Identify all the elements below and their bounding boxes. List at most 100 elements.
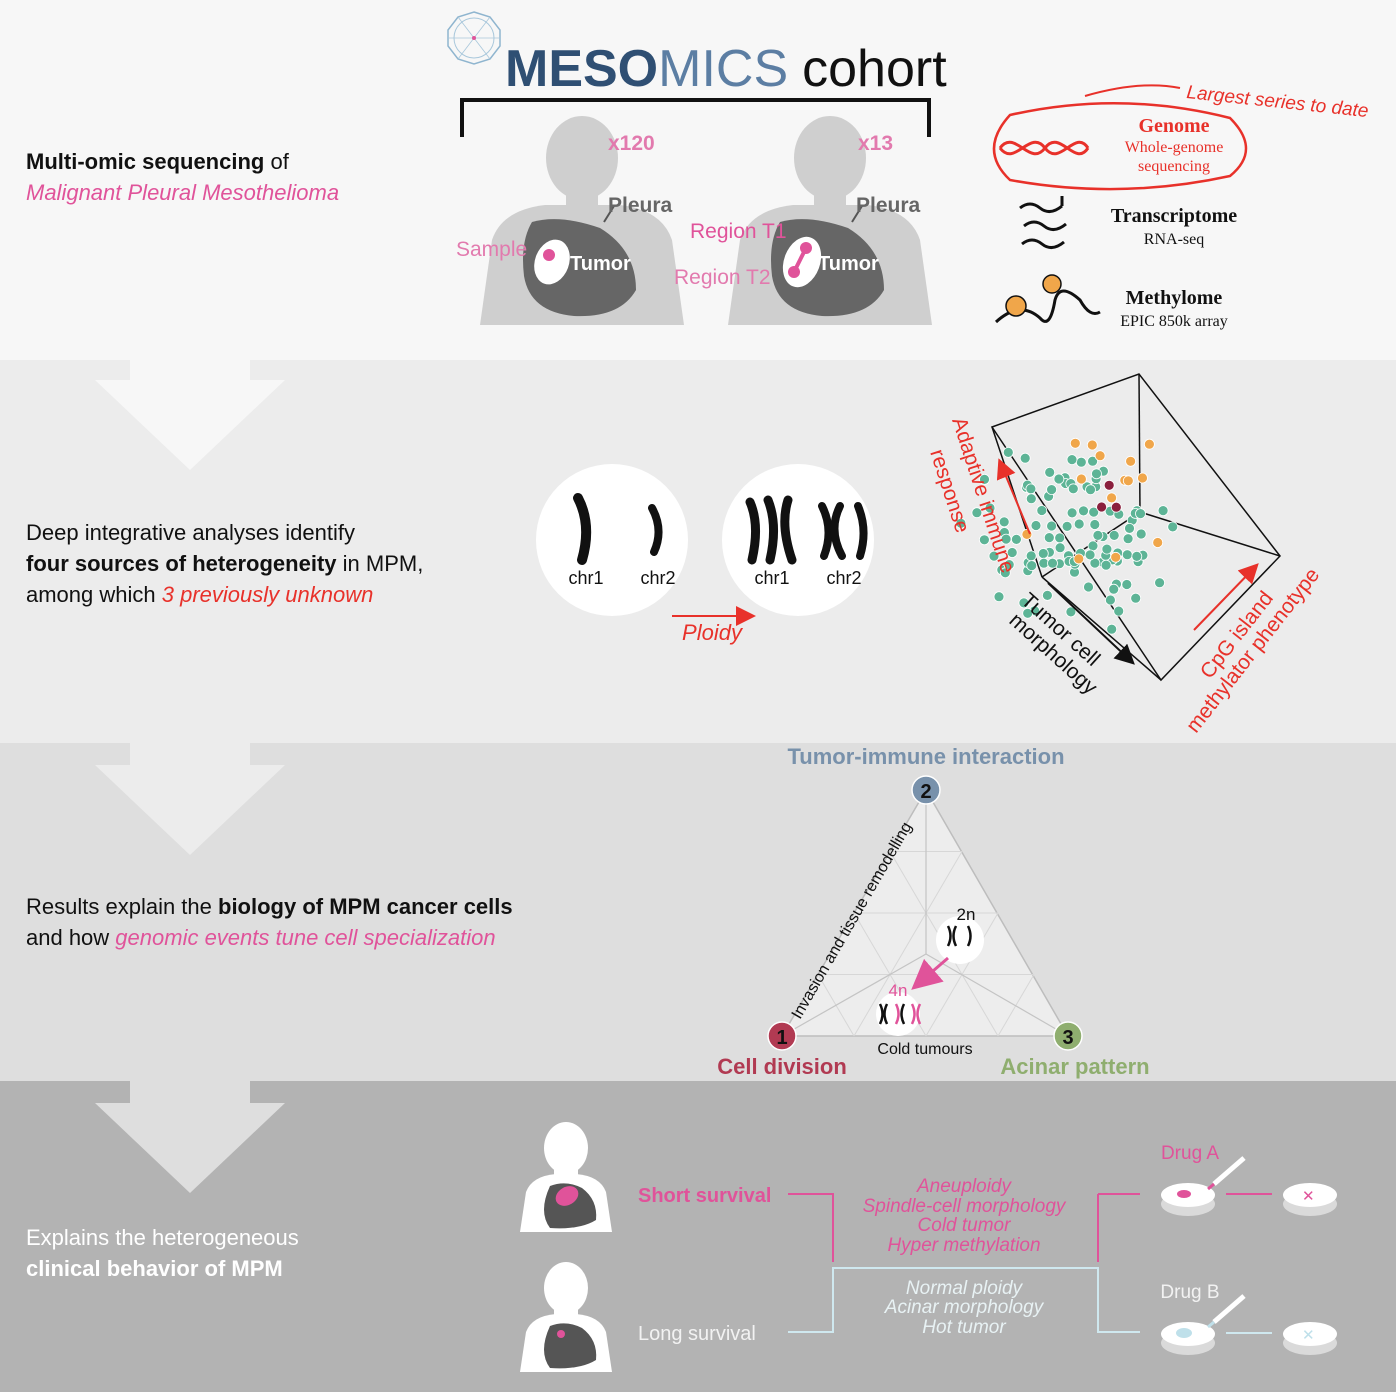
scatter-point	[1054, 542, 1066, 554]
short-survival: Short survival	[638, 1185, 771, 1207]
scatter-points	[955, 437, 1179, 635]
scatter-point	[1157, 505, 1169, 517]
scatter-point	[1089, 557, 1101, 569]
decagon-logo-icon	[447, 11, 501, 65]
scatter-point	[1144, 438, 1155, 450]
flow-arrow-1	[95, 360, 285, 470]
axis-arrow-adaptive	[996, 458, 1031, 535]
scatter-point	[1100, 559, 1112, 571]
rna-strands-icon	[1019, 196, 1067, 249]
scatter-point	[1122, 533, 1134, 545]
num3: 3	[1062, 1027, 1073, 1049]
long-features: Normal ploidy Acinar morphology Hot tumo…	[884, 1278, 1045, 1338]
scatter-point	[1084, 549, 1096, 561]
scatter-point	[1061, 521, 1073, 532]
scatter-point	[1066, 507, 1078, 519]
scatter-point	[998, 516, 1010, 528]
scatter-point	[1018, 597, 1030, 609]
chr1-right: chr1	[754, 568, 789, 588]
scatter-point	[1030, 520, 1042, 531]
torso-left	[480, 116, 684, 325]
scatter-point	[1066, 454, 1078, 466]
scatter-point	[1121, 579, 1133, 590]
scatter-point	[1037, 548, 1049, 559]
patient-short-survival	[520, 1122, 612, 1232]
section-band-cohort	[0, 0, 1396, 360]
scatter-point	[1083, 581, 1094, 593]
scatter-point	[1135, 528, 1147, 540]
scatter-point	[1110, 501, 1122, 513]
scatter-point	[1042, 590, 1053, 601]
scatter-point	[1121, 549, 1133, 561]
region-t1: Region T1	[690, 220, 787, 243]
scatter-point	[1101, 543, 1113, 555]
genome-highlight	[992, 101, 1248, 191]
scatter-point	[1167, 521, 1179, 533]
scatter-point	[1069, 437, 1081, 449]
pleura-left: Pleura	[608, 194, 673, 217]
transcriptome-title: Transcriptome	[1111, 205, 1237, 227]
scatter-point	[1046, 520, 1057, 532]
scatter-point	[984, 502, 996, 514]
svg-text:✕: ✕	[1302, 1188, 1315, 1205]
section4-bold: clinical behavior of MPM	[26, 1256, 283, 1281]
largest-series-note: Largest series to date	[1185, 82, 1369, 122]
axis-arrow-tumor	[1047, 582, 1135, 665]
scatter-point	[1137, 472, 1148, 484]
drug-a: Drug A	[1161, 1143, 1219, 1164]
vertex1-circle	[767, 1021, 797, 1051]
short-feature-2: Cold tumor	[918, 1215, 1012, 1236]
scatter-point	[993, 591, 1005, 603]
region-t2: Region T2	[674, 266, 771, 289]
vertex3-circle	[1053, 1021, 1083, 1051]
tumor-right: Tumor	[818, 253, 879, 275]
flow-arrow-2	[95, 743, 285, 855]
section4-line1: Explains the heterogeneous	[26, 1225, 299, 1250]
label-2n: 2n	[957, 905, 976, 924]
drug-b: Drug B	[1160, 1282, 1219, 1303]
scatter-point	[1025, 483, 1037, 495]
scatter-point	[988, 550, 1000, 562]
long-feature-1: Acinar morphology	[884, 1297, 1045, 1318]
section3-caption: Results explain the biology of MPM cance…	[26, 891, 513, 953]
scatter-point	[1110, 551, 1122, 563]
scatter-point	[971, 507, 983, 519]
long-survival: Long survival	[638, 1323, 756, 1345]
scatter-point	[1065, 606, 1077, 618]
scatter-point	[1105, 594, 1116, 606]
section3-bold: biology of MPM cancer cells	[218, 894, 513, 919]
axis-cpg-2: methylator phenotype	[1182, 564, 1324, 737]
sample-label: Sample	[456, 238, 527, 261]
section1-bold: Multi-omic sequencing	[26, 149, 265, 174]
vertex3-title: Acinar pattern	[1000, 1054, 1149, 1079]
vertex2-circle	[911, 775, 941, 805]
logo-prefix: MESO	[505, 40, 658, 98]
cohort-bracket	[460, 98, 931, 137]
scatter-point	[1106, 492, 1117, 504]
vertex2-title: Tumor-immune interaction	[787, 744, 1064, 769]
long-feature-0: Normal ploidy	[906, 1278, 1024, 1299]
scatter-point	[1054, 532, 1066, 544]
genome-sub1: Whole-genome	[1125, 139, 1224, 156]
scatter-point	[1046, 484, 1057, 496]
scatter-point	[1125, 455, 1136, 467]
scatter-point	[1043, 532, 1055, 543]
section3-italic: genomic events tune cell specialization	[115, 925, 496, 950]
scatter-point	[1053, 473, 1065, 485]
chromosomes-4n	[878, 1003, 922, 1025]
chr1-left: chr1	[568, 568, 603, 588]
chromosome-icon	[573, 493, 868, 565]
logo-word: cohort	[802, 40, 947, 98]
scatter-point	[1021, 529, 1033, 540]
scatter-point	[1073, 518, 1085, 530]
scatter-point	[1078, 505, 1089, 517]
scatter-point	[1122, 475, 1134, 487]
count-left: x120	[608, 132, 655, 155]
long-connector	[788, 1267, 1140, 1333]
pleura-right: Pleura	[856, 194, 921, 217]
section2-line1: Deep integrative analyses identify	[26, 520, 355, 545]
section2-rest: in MPM,	[336, 551, 424, 576]
num1: 1	[776, 1027, 787, 1049]
